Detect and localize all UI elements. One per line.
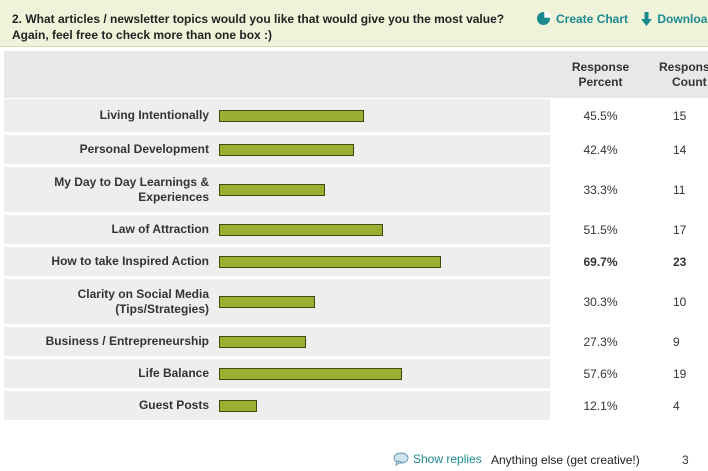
open-ended-row: Show replies Anything else (get creative…	[0, 449, 708, 469]
response-percent: 51.5%	[550, 213, 651, 247]
results-table: Response Percent Respons Count Living In…	[4, 51, 708, 423]
create-chart-label: Create Chart	[556, 11, 629, 26]
response-bar	[219, 143, 354, 156]
header-answer-spacer	[4, 51, 219, 99]
table-row: Business / Entrepreneurship 27.3% 9	[4, 325, 708, 359]
answer-label-line-1: Law of Attraction	[111, 222, 209, 236]
header-percent-line-1: Response	[571, 59, 630, 74]
bar-cell	[219, 165, 550, 215]
other-response-count: 3	[682, 453, 689, 467]
header-response-percent: Response Percent	[550, 51, 651, 99]
answer-label-line-1: Clarity on Social Media	[77, 286, 209, 301]
bar-cell	[219, 357, 550, 391]
response-bar	[219, 335, 306, 348]
response-count: 15	[651, 98, 708, 135]
answer-label-line-1: How to take Inspired Action	[51, 254, 209, 268]
answer-label-line-2: (Tips/Strategies)	[115, 301, 209, 316]
answer-label: Living Intentionally	[4, 98, 219, 135]
header-bar-spacer	[219, 51, 550, 99]
header-percent-line-2: Percent	[578, 74, 623, 89]
bar-cell	[219, 98, 550, 135]
response-percent: 45.5%	[550, 98, 651, 135]
table-row: Personal Development 42.4% 14	[4, 133, 708, 167]
download-button[interactable]: Downloa	[641, 12, 707, 26]
question-line-1: 2. What articles / newsletter topics wou…	[12, 12, 505, 26]
header-count-line-2: Count	[672, 74, 707, 89]
other-option-label: Anything else (get creative!)	[491, 453, 640, 467]
show-replies-link[interactable]: Show replies	[393, 452, 482, 466]
answer-label: Business / Entrepreneurship	[4, 325, 219, 359]
answer-label: Clarity on Social Media (Tips/Strategies)	[4, 277, 219, 327]
response-bar	[219, 109, 364, 122]
response-count: 23	[651, 245, 708, 279]
download-label: Downloa	[657, 12, 708, 26]
response-percent: 12.1%	[550, 389, 651, 423]
bar-cell	[219, 325, 550, 359]
response-count: 4	[651, 389, 708, 423]
bar-cell	[219, 245, 550, 279]
answer-label: Guest Posts	[4, 389, 219, 423]
answer-label: Life Balance	[4, 357, 219, 391]
table-row: Living Intentionally 45.5% 15	[4, 98, 708, 135]
response-count: 9	[651, 325, 708, 359]
question-actions: Create Chart Downloa	[536, 11, 707, 29]
table-header-row: Response Percent Respons Count	[4, 51, 708, 99]
answer-label: Personal Development	[4, 133, 219, 167]
table-row: Guest Posts 12.1% 4	[4, 389, 708, 423]
bar-cell	[219, 389, 550, 423]
question-line-2: Again, feel free to check more than one …	[12, 28, 273, 42]
answer-label: My Day to Day Learnings & Experiences	[4, 165, 219, 215]
response-percent: 42.4%	[550, 133, 651, 167]
answer-label-line-1: Guest Posts	[138, 398, 209, 412]
table-row: How to take Inspired Action 69.7% 23	[4, 245, 708, 279]
answer-label-line-2: Experiences	[138, 189, 209, 204]
bar-cell	[219, 277, 550, 327]
table-row: Law of Attraction 51.5% 17	[4, 213, 708, 247]
create-chart-button[interactable]: Create Chart	[536, 11, 628, 26]
response-bar	[219, 399, 257, 412]
response-percent: 57.6%	[550, 357, 651, 391]
table-row: Life Balance 57.6% 19	[4, 357, 708, 391]
response-count: 19	[651, 357, 708, 391]
pie-chart-icon	[537, 11, 551, 25]
answer-label-line-1: My Day to Day Learnings &	[54, 174, 209, 189]
response-bar	[219, 255, 441, 268]
answer-label-line-1: Life Balance	[138, 366, 209, 380]
response-count: 14	[651, 133, 708, 167]
speech-bubble-icon	[393, 452, 409, 466]
response-count: 17	[651, 213, 708, 247]
response-bar	[219, 367, 402, 380]
bar-cell	[219, 133, 550, 167]
bar-cell	[219, 213, 550, 247]
header-response-count: Respons Count	[651, 51, 708, 99]
response-percent: 69.7%	[550, 245, 651, 279]
question-header: 2. What articles / newsletter topics wou…	[0, 0, 708, 47]
show-replies-label: Show replies	[413, 452, 482, 466]
answer-label: How to take Inspired Action	[4, 245, 219, 279]
response-percent: 27.3%	[550, 325, 651, 359]
response-bar	[219, 223, 383, 236]
header-count-line-1: Respons	[659, 59, 708, 74]
table-row: Clarity on Social Media (Tips/Strategies)…	[4, 277, 708, 327]
answer-label-line-1: Personal Development	[79, 142, 209, 156]
download-arrow-icon	[641, 12, 653, 26]
response-count: 10	[651, 277, 708, 327]
response-bar	[219, 183, 325, 196]
response-count: 11	[651, 165, 708, 215]
answer-label: Law of Attraction	[4, 213, 219, 247]
table-row: My Day to Day Learnings & Experiences 33.3…	[4, 165, 708, 215]
answer-label-line-1: Living Intentionally	[99, 108, 209, 122]
answer-label-line-1: Business / Entrepreneurship	[45, 334, 209, 348]
question-title: 2. What articles / newsletter topics wou…	[12, 11, 512, 43]
response-bar	[219, 295, 315, 308]
response-percent: 30.3%	[550, 277, 651, 327]
response-percent: 33.3%	[550, 165, 651, 215]
